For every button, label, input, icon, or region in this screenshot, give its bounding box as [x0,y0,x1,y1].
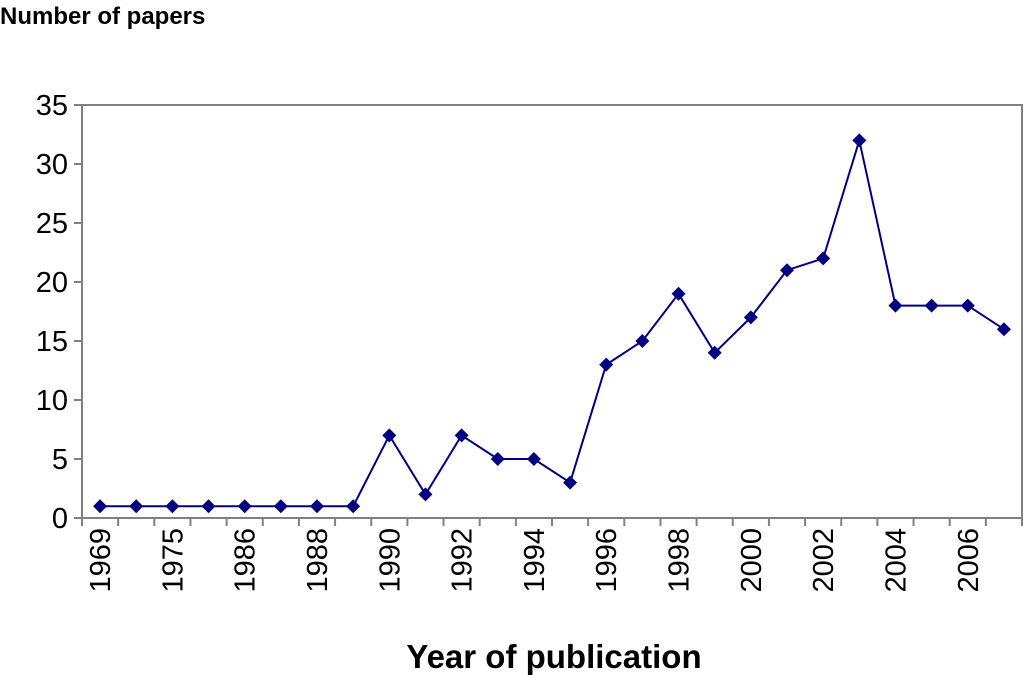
data-point-marker [635,334,650,348]
x-tick-label: 1975 [157,528,189,593]
x-tick-label: 1969 [85,528,117,593]
x-tick-label: 2000 [736,528,768,593]
y-tick-label: 20 [36,267,68,299]
data-point-marker [165,499,180,514]
data-point-marker [816,251,831,266]
x-tick-label: 1992 [447,528,479,593]
data-point-marker [418,487,433,502]
data-point-marker [382,428,397,443]
x-axis: 1969 1975 1986 1988 1990 1992 1994 1996 1998 2000… [81,517,1023,593]
x-tick-label: 2002 [808,528,840,593]
data-point-marker [310,499,324,514]
plot-area [81,104,1023,519]
data-point-marker [93,499,108,514]
data-point-marker [526,452,541,466]
data-point-marker [273,499,288,514]
data-point-marker [237,499,252,514]
data-point-marker [490,452,505,466]
data-point-marker [129,499,144,514]
x-tick-label: 1986 [230,528,262,593]
data-point-marker [454,428,469,443]
x-axis-title: Year of publication [406,638,701,675]
data-point-marker [743,310,758,325]
y-tick-label: 25 [36,208,68,240]
data-point-marker [599,357,614,372]
y-tick-label: 0 [52,503,68,535]
plot-border [81,104,1023,519]
data-point-marker [707,345,722,360]
y-axis: 0 5 10 15 20 25 30 35 [36,90,83,535]
data-point-marker [563,475,578,490]
data-point-marker [780,263,794,278]
y-tick-label: 15 [36,326,68,358]
series-layer [93,133,1011,514]
x-tick-label: 1990 [374,528,406,593]
x-tick-label: 1988 [302,528,334,593]
x-tick-label: 2004 [880,528,912,593]
y-axis-title: Number of papers [0,3,205,30]
data-point-marker [346,499,361,514]
data-point-marker [924,298,939,313]
x-tick-label: 2006 [953,528,985,593]
data-point-marker [996,322,1011,337]
x-tick-label: 1994 [519,528,551,593]
y-tick-label: 10 [36,385,68,417]
y-tick-label: 35 [36,90,68,122]
x-tick-label: 1998 [664,528,696,593]
data-point-marker [960,298,975,313]
y-tick-label: 30 [36,149,68,181]
y-tick-label: 5 [52,444,68,476]
data-point-marker [671,286,686,301]
data-point-marker [201,499,216,514]
data-point-marker [852,133,867,148]
series-line [100,136,1005,508]
data-point-marker [888,298,903,313]
x-tick-label: 1996 [591,528,623,593]
